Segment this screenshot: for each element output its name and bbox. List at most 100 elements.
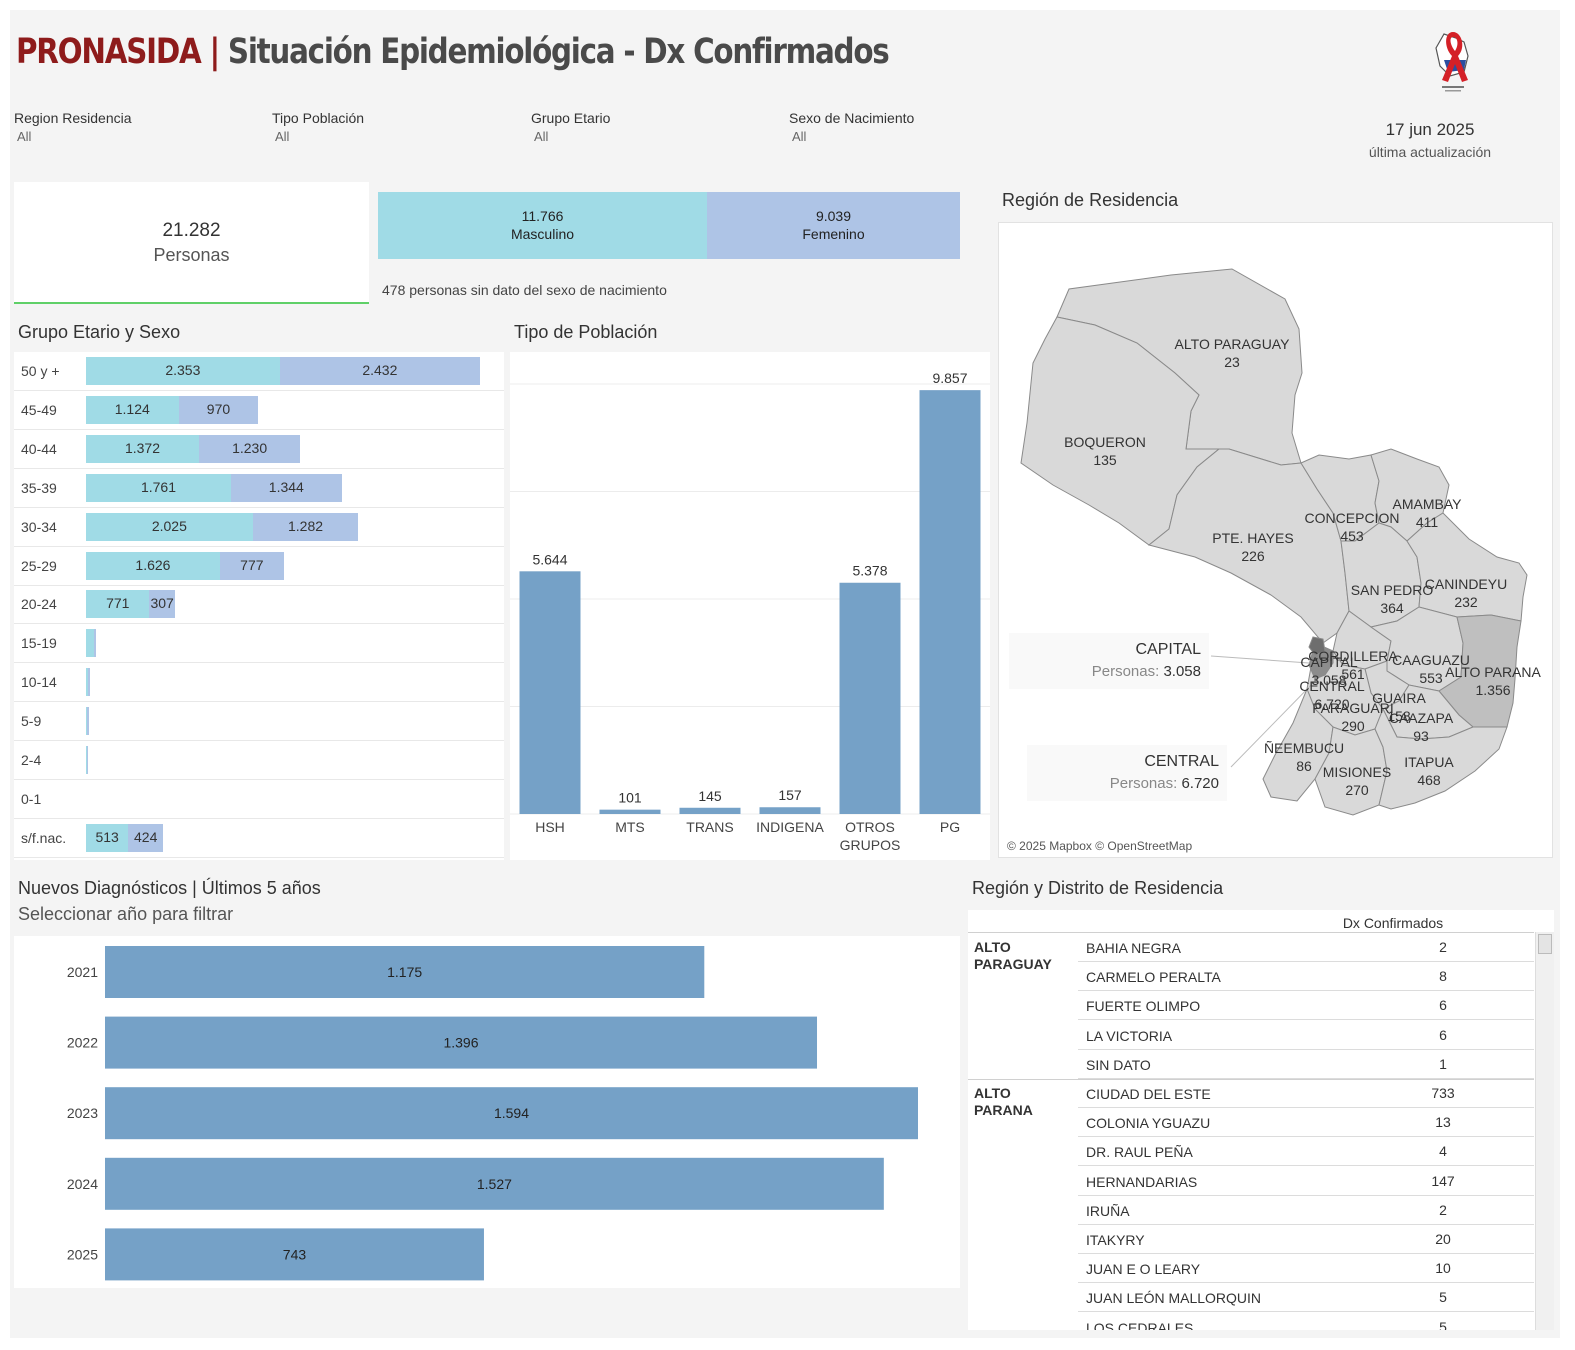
region-map[interactable]: ALTO PARAGUAY 23 BOQUERON 135 PTE. HAYES 226 C… [998, 222, 1553, 858]
year-bar[interactable] [105, 946, 705, 998]
year-label[interactable]: 2025 [67, 1246, 98, 1262]
filter-population-type-value[interactable]: All [275, 129, 290, 144]
new-dx-svg[interactable]: 2021 1.175 2022 1.396 2023 1.594 2024 1.527 2025… [14, 936, 960, 1288]
year-bar[interactable] [105, 1228, 484, 1281]
filter-population-type[interactable]: Tipo Población All [272, 110, 512, 144]
age-bar-male[interactable] [86, 395, 179, 424]
age-bar-male[interactable] [86, 590, 150, 619]
table-scrollbar[interactable] [1535, 932, 1554, 1330]
map-attribution[interactable]: © 2025 Mapbox © OpenStreetMap [1007, 839, 1193, 853]
filter-region-value[interactable]: All [17, 129, 32, 144]
age-row[interactable]: 5-9 [14, 702, 504, 742]
filter-region[interactable]: Region Residencia All [14, 110, 254, 144]
age-bar-male-label: 1.626 [135, 556, 171, 573]
population-type-chart[interactable]: 5.644 HSH 101 MTS 145 TRANS 157 INDIGENA 5.378 OT… [510, 352, 990, 860]
table-row[interactable]: LA VICTORIA 6 [1078, 1021, 1534, 1050]
age-row[interactable]: s/f.nac. 513 424 [14, 819, 504, 858]
year-label[interactable]: 2021 [67, 964, 98, 980]
age-bar-male[interactable] [86, 473, 231, 502]
table-row[interactable]: LOS CEDRALES 5 [1078, 1313, 1534, 1330]
age-bar-male-label: 771 [106, 595, 130, 612]
age-bar-male[interactable] [86, 512, 253, 541]
age-row-label: 30-34 [21, 518, 57, 535]
age-row[interactable]: 30-34 2.025 1.282 [14, 508, 504, 547]
age-row[interactable]: 20-24 771 307 [14, 585, 504, 625]
table-row[interactable]: ITAKYRY 20 [1078, 1225, 1534, 1254]
population-type-svg[interactable]: 5.644 HSH 101 MTS 145 TRANS 157 INDIGENA 5.378 OT… [510, 352, 990, 860]
paraguay-map-svg[interactable] [999, 223, 1554, 859]
table-district-name: JUAN E O LEARY [1086, 1261, 1201, 1278]
age-bar-male[interactable] [86, 434, 199, 463]
red-ribbon-logo [1428, 20, 1478, 100]
age-row[interactable]: 25-29 1.626 777 [14, 547, 504, 586]
population-category-label: TRANS [686, 819, 733, 835]
age-bar-female[interactable] [88, 668, 90, 697]
table-row[interactable]: JUAN LEÓN MALLORQUIN 5 [1078, 1283, 1534, 1313]
population-bar[interactable] [519, 571, 581, 814]
kpi-total-label: Personas [153, 245, 230, 265]
age-row[interactable]: 45-49 1.124 970 [14, 391, 504, 430]
population-bar[interactable] [599, 809, 661, 814]
table-scrollbar-thumb[interactable] [1538, 934, 1552, 954]
filter-birth-sex[interactable]: Sexo de Nacimiento All [789, 110, 1029, 144]
table-row[interactable]: SIN DATO 1 [1078, 1050, 1534, 1079]
age-row[interactable]: 2-4 [14, 741, 504, 780]
table-row[interactable]: FUERTE OLIMPO 6 [1078, 991, 1534, 1021]
population-bar[interactable] [839, 582, 901, 814]
age-row[interactable]: 40-44 1.372 1.230 [14, 430, 504, 469]
population-bar[interactable] [679, 807, 741, 814]
age-bar-female[interactable] [219, 551, 284, 580]
age-bar-male[interactable] [86, 357, 280, 385]
age-bar-female[interactable] [178, 395, 259, 424]
age-row[interactable]: 35-39 1.761 1.344 [14, 469, 504, 508]
age-bar-female[interactable] [279, 357, 480, 385]
table-row[interactable]: BAHIA NEGRA 2 [1078, 933, 1534, 962]
age-bar-male[interactable] [86, 707, 88, 736]
year-bar[interactable] [105, 1157, 884, 1210]
table-row[interactable]: IRUÑA 2 [1078, 1196, 1534, 1225]
age-row[interactable]: 15-19 [14, 624, 504, 664]
population-bar[interactable] [759, 807, 821, 814]
age-bar-male[interactable] [86, 629, 94, 658]
age-row[interactable]: 50 y + 2.353 2.432 [14, 352, 504, 391]
age-bar-female[interactable] [86, 746, 88, 774]
population-bar[interactable] [919, 390, 981, 814]
filter-age-group-value[interactable]: All [534, 129, 549, 144]
map-region-label: ÑEEMBUCU 86 [1264, 739, 1344, 775]
age-bar-female[interactable] [87, 707, 89, 736]
age-bar-male[interactable] [86, 551, 220, 580]
table-row[interactable]: JUAN E O LEARY 10 [1078, 1254, 1534, 1284]
age-bar-female[interactable] [128, 823, 164, 852]
table-row[interactable]: DR. RAUL PEÑA 4 [1078, 1137, 1534, 1167]
age-row[interactable]: 0-1 [14, 780, 504, 819]
table-row[interactable]: CIUDAD DEL ESTE 733 [1078, 1079, 1534, 1108]
district-table[interactable]: Dx Confirmados ALTO PARAGUAY BAHIA NEGRA 2… [968, 910, 1554, 1330]
new-dx-chart[interactable]: 2021 1.175 2022 1.396 2023 1.594 2024 1.527 2025… [14, 936, 960, 1288]
year-label[interactable]: 2022 [67, 1035, 98, 1051]
age-bar-female[interactable] [252, 512, 359, 541]
age-bar-male[interactable] [86, 823, 129, 852]
year-label[interactable]: 2024 [67, 1176, 98, 1192]
age-bar-female[interactable] [198, 434, 301, 463]
table-row[interactable]: HERNANDARIAS 147 [1078, 1167, 1534, 1196]
table-row[interactable]: COLONIA YGUAZU 13 [1078, 1108, 1534, 1138]
age-row[interactable]: 10-14 [14, 663, 504, 703]
sex-split-male-segment[interactable]: 11.766 Masculino [378, 192, 707, 259]
table-row[interactable]: CARMELO PERALTA 8 [1078, 962, 1534, 992]
age-bar-male[interactable] [86, 746, 87, 774]
sex-split-male-value: 11.766 [521, 208, 564, 224]
age-bar-female[interactable] [149, 590, 175, 619]
sex-split-bar[interactable]: 11.766 Masculino 9.039 Femenino [378, 192, 960, 259]
age-bar-female[interactable] [93, 629, 97, 658]
year-bar[interactable] [105, 1087, 918, 1140]
age-bar-female[interactable] [231, 473, 342, 502]
age-sex-chart[interactable]: 50 y + 2.353 2.432 45-49 1.124 970 40-44 1.372 1… [14, 352, 504, 860]
sex-split-female-segment[interactable]: 9.039 Femenino [707, 192, 960, 259]
year-bar[interactable] [105, 1016, 818, 1069]
filter-age-group[interactable]: Grupo Etario All [531, 110, 771, 144]
kpi-total-value: 21.282 [162, 220, 221, 241]
filter-birth-sex-value[interactable]: All [792, 129, 807, 144]
year-label[interactable]: 2023 [67, 1105, 98, 1121]
age-bar-male[interactable] [86, 668, 89, 697]
title-main: Situación Epidemiológica - Dx Confirmado… [227, 32, 890, 72]
